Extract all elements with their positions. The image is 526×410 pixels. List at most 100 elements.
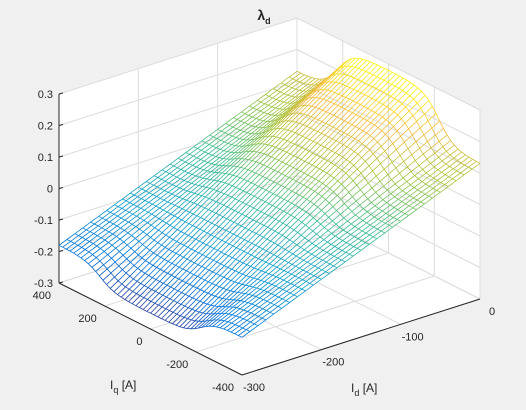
mesh-line [237, 215, 246, 225]
mesh-line [228, 313, 233, 316]
mesh-line [74, 242, 79, 246]
mesh-line [257, 136, 266, 145]
mesh-line [343, 124, 353, 133]
mesh-line [283, 270, 288, 273]
mesh-line [264, 213, 269, 216]
mesh-line [421, 185, 430, 193]
mesh-line [389, 209, 398, 216]
mesh-line [150, 229, 159, 238]
mesh-line [212, 154, 216, 157]
mesh-line [257, 209, 262, 213]
mesh-line [152, 277, 157, 280]
mesh-line [145, 252, 154, 261]
mesh-line [310, 180, 320, 190]
mesh-line [212, 199, 217, 203]
mesh-line [307, 186, 312, 190]
mesh-line [352, 104, 361, 113]
mesh-line [367, 198, 372, 203]
mesh-line [214, 288, 224, 297]
mesh-line [349, 87, 354, 90]
mesh-line [149, 182, 154, 186]
mesh-line [405, 84, 415, 94]
mesh-line [285, 163, 290, 167]
mesh-line [281, 110, 290, 119]
mesh-line [141, 188, 146, 192]
mesh-line [180, 235, 189, 244]
mesh-line [313, 217, 318, 222]
mesh-line [217, 123, 226, 130]
z-tick-mark [58, 92, 64, 95]
mesh-line [307, 174, 312, 178]
mesh-line [261, 263, 270, 272]
mesh-line [114, 198, 123, 206]
mesh-line [153, 252, 158, 256]
mesh-line [442, 146, 447, 152]
mesh-line [397, 193, 407, 200]
mesh-line [438, 150, 447, 158]
mesh-line [313, 275, 318, 278]
mesh-line [297, 211, 307, 220]
mesh-line [392, 220, 401, 228]
mesh-line [264, 97, 273, 105]
mesh-line [196, 207, 206, 217]
mesh-line [255, 118, 260, 121]
mesh-line [350, 140, 359, 150]
mesh-line [341, 253, 350, 261]
mesh-line [173, 227, 178, 230]
mesh-line [104, 233, 113, 241]
mesh-line [322, 175, 331, 184]
mesh-line [123, 241, 128, 246]
mesh-line [407, 160, 416, 168]
mesh-line [428, 100, 433, 107]
mesh-line [263, 106, 273, 113]
mesh-line [372, 66, 382, 76]
mesh-line [252, 295, 257, 297]
mesh-line [390, 187, 400, 195]
mesh-line [337, 172, 347, 182]
mesh-line [222, 287, 227, 291]
mesh-line [164, 320, 169, 323]
mesh-line [223, 276, 228, 280]
mesh-line [143, 309, 147, 312]
mesh-line [288, 177, 293, 180]
mesh-line [277, 171, 282, 175]
mesh-line [162, 294, 167, 298]
mesh-line [201, 134, 210, 142]
mesh-line [328, 210, 337, 218]
mesh-line [254, 184, 259, 187]
mesh-line [84, 249, 90, 253]
mesh-line [398, 79, 408, 89]
mesh-line [446, 134, 452, 141]
mesh-line [212, 139, 221, 147]
mesh-line [289, 219, 299, 228]
mesh-line [236, 247, 241, 250]
mesh-line [357, 242, 366, 249]
mesh-line [308, 90, 317, 99]
mesh-line [206, 171, 215, 180]
mesh-line [302, 188, 312, 198]
mesh-line [175, 324, 180, 328]
mesh-line [391, 75, 400, 85]
mesh-line [267, 107, 276, 115]
mesh-line [194, 254, 203, 264]
mesh-line [374, 216, 379, 220]
mesh-line [302, 279, 307, 282]
mesh-line [369, 149, 374, 155]
mesh-line [255, 225, 265, 234]
mesh-line [146, 227, 156, 235]
mesh-line [205, 196, 210, 199]
mesh-line [382, 108, 391, 118]
mesh-line [193, 285, 198, 289]
mesh-line [133, 194, 138, 198]
mesh-line [199, 170, 208, 178]
mesh-line [111, 238, 121, 246]
mesh-line [349, 98, 354, 102]
mesh-line [348, 192, 353, 197]
mesh-line [322, 249, 328, 253]
mesh-line [426, 158, 431, 164]
mesh-line [346, 74, 351, 77]
mesh-line [156, 247, 166, 256]
mesh-line [234, 273, 243, 283]
mesh-line [366, 216, 375, 224]
mesh-line [191, 229, 201, 238]
